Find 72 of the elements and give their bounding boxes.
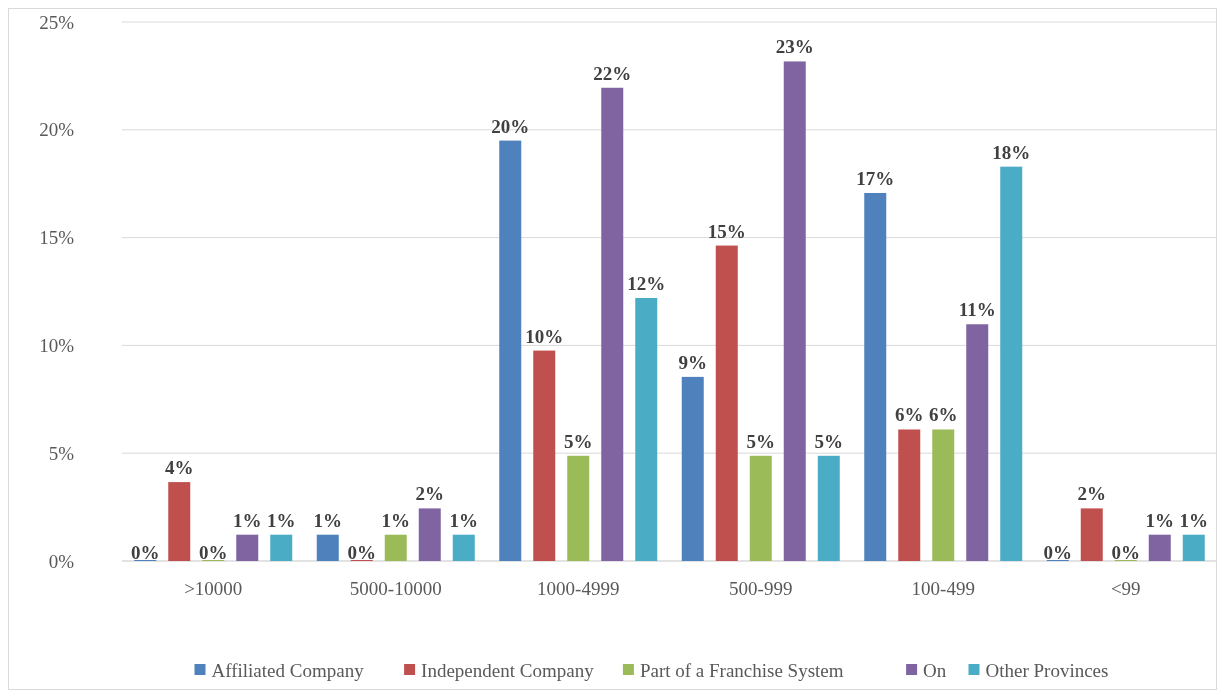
data-label: 1% (381, 509, 410, 531)
legend-label: Part of a Franchise System (639, 659, 844, 681)
y-tick-label: 0% (48, 550, 75, 572)
legend-label: Affiliated Company (211, 659, 365, 681)
data-label: 5% (746, 430, 775, 452)
bar (898, 429, 921, 561)
data-label: 22% (593, 62, 632, 84)
y-tick-label: 20% (39, 119, 75, 141)
data-label: 23% (775, 36, 814, 58)
data-label: 0% (1043, 542, 1072, 563)
data-label: 9% (678, 351, 707, 373)
y-tick-label: 15% (39, 227, 75, 249)
data-label: 2% (1077, 483, 1106, 505)
data-label: 1% (233, 509, 262, 531)
data-label: 6% (895, 404, 924, 426)
bar (168, 482, 191, 561)
bar (316, 534, 339, 561)
data-label: 1% (313, 509, 342, 531)
bar (635, 297, 658, 561)
data-label: 4% (165, 457, 194, 479)
bar (715, 245, 738, 561)
data-label: 1% (449, 509, 478, 531)
data-label: 5% (564, 430, 593, 452)
bar (817, 455, 840, 561)
bar (567, 455, 590, 561)
data-label: 20% (491, 115, 530, 137)
data-label: 15% (707, 220, 746, 242)
data-label: 12% (627, 272, 666, 294)
x-tick-label: 500-999 (729, 578, 793, 599)
data-label: 1% (1179, 509, 1208, 531)
bar (418, 508, 441, 561)
data-label: 1% (1145, 509, 1174, 531)
x-tick-label: 100-499 (911, 578, 975, 599)
bar (384, 534, 407, 561)
bar (601, 87, 624, 561)
x-tick-label: 5000-10000 (349, 578, 442, 599)
bar (783, 61, 806, 561)
bar (1148, 534, 1171, 561)
bar (932, 429, 955, 561)
bar (749, 455, 772, 561)
bar (681, 376, 704, 561)
bar (1000, 166, 1023, 561)
data-label: 6% (929, 404, 958, 426)
y-tick-label: 25% (39, 11, 75, 33)
x-tick-label: >10000 (184, 578, 243, 599)
y-tick-label: 10% (39, 335, 75, 357)
bar (270, 534, 293, 561)
bar (236, 534, 259, 561)
bar (966, 324, 989, 561)
bar (864, 192, 887, 561)
legend-label: On (923, 659, 947, 681)
data-label: 11% (958, 299, 996, 321)
data-label: 1% (267, 509, 296, 531)
bar (499, 140, 522, 561)
data-label: 0% (347, 542, 376, 563)
data-label: 0% (131, 542, 160, 563)
bar (1182, 534, 1205, 561)
data-label: 5% (814, 430, 843, 452)
legend-label: Other Provinces (985, 659, 1109, 681)
data-label: 2% (415, 483, 444, 505)
data-label: 0% (1111, 542, 1140, 563)
bar (1080, 508, 1103, 561)
x-tick-label: 1000-4999 (537, 578, 620, 599)
data-label: 0% (199, 542, 228, 563)
data-label: 18% (992, 141, 1031, 163)
bar (452, 534, 475, 561)
y-tick-label: 5% (48, 442, 75, 464)
data-label: 10% (525, 325, 564, 347)
bar (533, 350, 556, 561)
x-tick-label: <99 (1110, 578, 1141, 599)
legend-label: Independent Company (421, 659, 595, 681)
data-label: 17% (856, 167, 895, 189)
